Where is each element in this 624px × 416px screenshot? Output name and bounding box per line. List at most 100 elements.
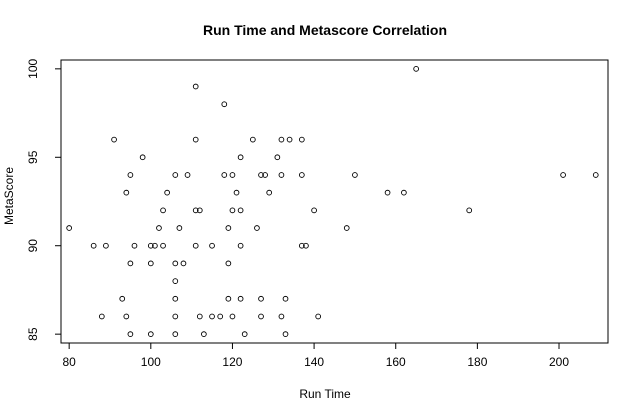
data-point	[209, 313, 215, 320]
data-point	[131, 242, 138, 249]
data-point	[384, 189, 391, 196]
data-point	[229, 313, 236, 320]
data-point	[196, 313, 203, 320]
data-point	[298, 172, 305, 178]
data-point	[303, 242, 309, 249]
data-point	[254, 225, 260, 231]
data-point	[192, 83, 199, 90]
data-point	[250, 136, 256, 143]
data-point	[196, 207, 203, 214]
data-point	[152, 242, 158, 249]
data-point	[127, 331, 134, 338]
x-axis: 80 100 120 140 160 180 200	[62, 342, 569, 369]
data-point	[233, 189, 240, 196]
data-point	[164, 189, 170, 196]
data-point	[172, 278, 179, 284]
data-point	[278, 172, 285, 178]
data-point	[172, 313, 179, 320]
data-point	[127, 172, 134, 178]
data-points	[66, 65, 599, 338]
data-point	[237, 154, 244, 161]
data-point	[156, 225, 162, 231]
data-point	[160, 207, 166, 214]
y-axis: 85 90 95 100	[26, 59, 62, 341]
data-point	[180, 260, 187, 267]
data-point	[111, 136, 117, 143]
data-point	[172, 172, 179, 178]
data-point	[237, 295, 244, 302]
data-point	[266, 189, 273, 196]
x-tick-label: 120	[222, 355, 242, 369]
data-point	[262, 172, 268, 178]
data-point	[123, 313, 130, 320]
data-point	[98, 313, 105, 320]
data-point	[258, 172, 264, 178]
data-point	[217, 313, 224, 320]
data-point	[560, 172, 566, 178]
data-point	[298, 136, 305, 143]
x-tick-label: 160	[386, 355, 406, 369]
y-axis-label: MetaScore	[2, 167, 16, 225]
data-point	[286, 136, 293, 143]
data-point	[192, 136, 199, 143]
data-point	[225, 295, 232, 302]
x-axis-label: Run Time	[299, 387, 351, 401]
data-point	[278, 313, 285, 320]
y-tick-label: 85	[26, 327, 40, 341]
data-point	[413, 65, 419, 72]
data-point	[147, 260, 154, 267]
y-tick-label: 100	[26, 59, 40, 79]
data-point	[172, 260, 179, 267]
data-point	[123, 189, 130, 196]
chart-title: Run Time and Metascore Correlation	[203, 22, 447, 38]
data-point	[160, 242, 166, 249]
data-point	[192, 242, 199, 249]
data-point	[278, 136, 285, 143]
data-point	[147, 331, 154, 338]
data-point	[119, 295, 126, 302]
data-point	[241, 331, 248, 338]
data-point	[225, 225, 232, 231]
x-tick-label: 200	[549, 355, 569, 369]
data-point	[127, 260, 134, 267]
data-point	[343, 225, 350, 231]
data-point	[237, 207, 244, 214]
data-point	[139, 154, 146, 161]
y-tick-label: 95	[26, 150, 40, 164]
x-tick-label: 100	[141, 355, 161, 369]
data-point	[192, 207, 199, 214]
x-tick-label: 180	[467, 355, 487, 369]
data-point	[90, 242, 97, 249]
x-tick-label: 80	[62, 355, 76, 369]
data-point	[103, 242, 109, 249]
data-point	[315, 313, 322, 320]
data-point	[258, 295, 264, 302]
data-point	[209, 242, 215, 249]
data-point	[229, 207, 236, 214]
data-point	[282, 295, 289, 302]
data-point	[172, 331, 179, 338]
data-point	[311, 207, 317, 214]
data-point	[176, 225, 183, 231]
data-point	[221, 172, 228, 178]
data-point	[401, 189, 407, 196]
y-tick-label: 90	[26, 239, 40, 253]
data-point	[201, 331, 207, 338]
data-point	[221, 101, 228, 108]
data-point	[237, 242, 244, 249]
data-point	[274, 154, 281, 161]
data-point	[184, 172, 191, 178]
data-point	[592, 172, 599, 178]
data-point	[172, 295, 179, 302]
data-point	[258, 313, 264, 320]
data-point	[147, 242, 154, 249]
x-tick-label: 140	[304, 355, 324, 369]
data-point	[229, 172, 236, 178]
data-point	[352, 172, 358, 178]
data-point	[298, 242, 305, 249]
plot-frame	[60, 59, 609, 344]
data-point	[225, 260, 232, 267]
data-point	[282, 331, 289, 338]
data-point	[66, 225, 73, 231]
